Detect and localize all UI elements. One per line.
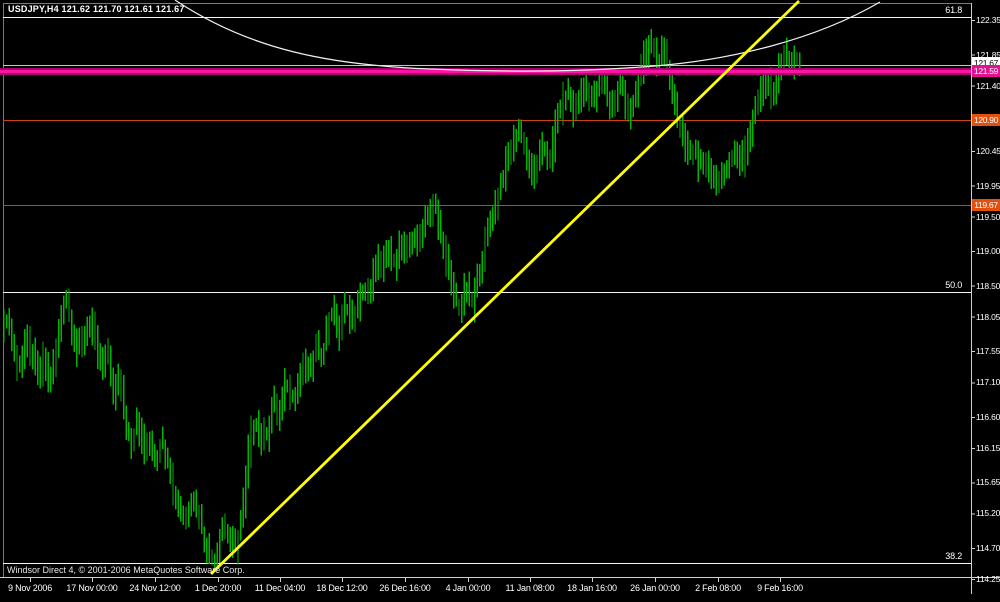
price-axis-label: 118.05 (976, 311, 1000, 322)
price-axis-label: 115.20 (976, 508, 1000, 519)
chart-title: USDJPY,H4 121.62 121.70 121.61 121.67 (8, 4, 185, 14)
time-axis-label: 1 Dec 20:00 (194, 583, 242, 593)
price-axis-label: 117.10 (976, 377, 1000, 388)
time-axis-label: 11 Jan 08:00 (505, 583, 555, 593)
fibo-level-label-50.0: 50.0 (945, 280, 962, 290)
time-axis-label: 24 Nov 12:00 (129, 583, 181, 593)
price-badge-119.67: 119.67 (972, 199, 1000, 211)
price-axis-label: 116.60 (976, 411, 1000, 422)
price-axis-label: 119.95 (976, 180, 1000, 191)
price-axis-label: 119.50 (976, 211, 1000, 222)
price-axis-label: 116.15 (976, 442, 1000, 453)
time-axis-label: 11 Dec 04:00 (254, 583, 306, 593)
price-bars (3, 29, 801, 568)
price-badge-120.90: 120.90 (972, 114, 1000, 126)
time-axis-label: 18 Dec 12:00 (316, 583, 368, 593)
price-axis-label: 122.35 (976, 15, 1000, 25)
fibo-level-label-61.8: 61.8 (945, 5, 962, 15)
magenta-level-band-core (0, 70, 971, 73)
fibo-arc[interactable] (174, 0, 881, 72)
price-badge-121.59: 121.59 (972, 65, 1000, 77)
price-axis-label: 114.70 (976, 542, 1000, 553)
price-axis-label: 119.00 (976, 246, 1000, 257)
time-axis-label: 26 Dec 16:00 (379, 583, 431, 593)
fibo-level-label-38.2: 38.2 (945, 551, 962, 561)
price-axis-label: 121.85 (976, 49, 1000, 60)
time-axis-label: 4 Jan 00:00 (445, 583, 491, 593)
price-axis-label: 120.45 (976, 146, 1000, 157)
time-axis-label: 9 Feb 16:00 (757, 583, 803, 593)
time-axis-label: 2 Feb 08:00 (695, 583, 741, 593)
price-axis-label: 117.55 (976, 346, 1000, 357)
price-axis-label: 121.40 (976, 80, 1000, 91)
trendline[interactable] (210, 0, 800, 576)
time-axis-label: 9 Nov 2006 (7, 583, 53, 593)
price-axis-label: 115.65 (976, 477, 1000, 488)
time-axis-label: 18 Jan 16:00 (567, 583, 617, 593)
price-axis-label: 118.50 (976, 280, 1000, 291)
time-axis-label: 17 Nov 00:00 (66, 583, 118, 593)
copyright-notice: Windsor Direct 4, © 2001-2006 MetaQuotes… (7, 565, 245, 575)
time-axis-label: 26 Jan 00:00 (630, 583, 680, 593)
price-axis-label: 114.25 (976, 573, 1000, 584)
